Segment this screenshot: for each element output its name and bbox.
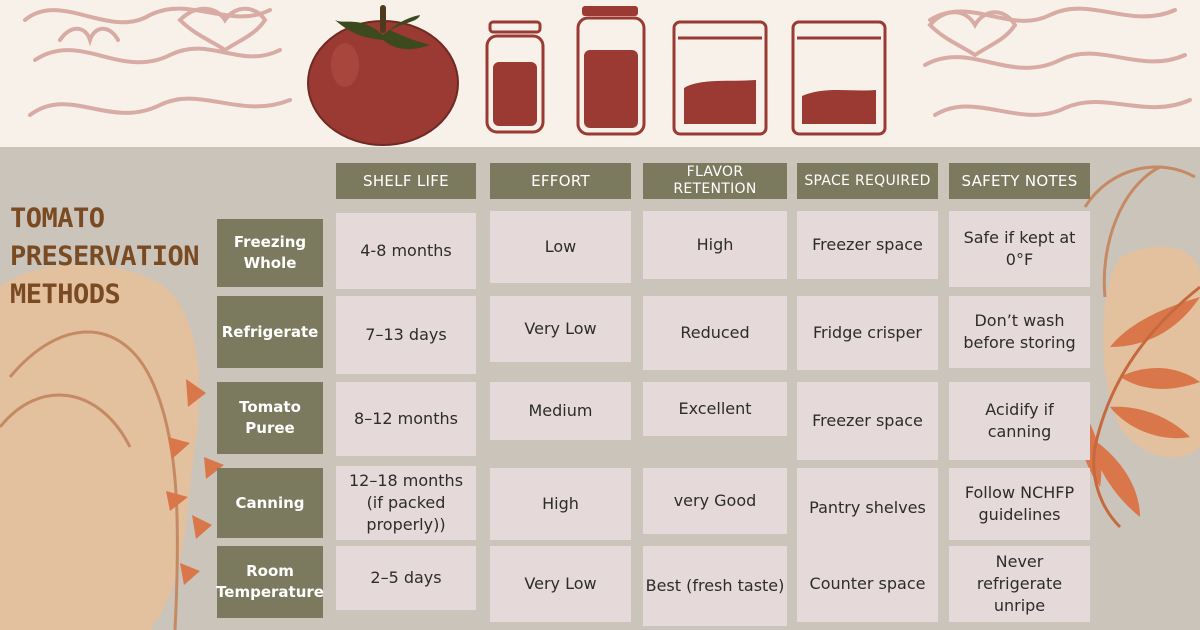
right-swirl-decoration [923,6,1192,117]
cell-effort: High [490,468,631,540]
cell-flavor-retention: Excellent [643,382,787,436]
cell-space-required: Counter space [797,546,938,622]
cell-safety-notes: Don’t wash before storing [949,296,1090,368]
title-line-1: TOMATO [10,203,105,234]
header-effort: EFFORT [490,163,631,199]
cell-effort: Very Low [490,546,631,622]
cell-shelf-life: 12–18 months (if packed properly)) [336,466,476,540]
row-label-freezing-whole: Freezing Whole [217,219,323,287]
cell-shelf-life: 2–5 days [336,546,476,610]
cell-flavor-retention: very Good [643,468,787,534]
cell-space-required: Fridge crisper [797,296,938,370]
cell-flavor-retention: Best (fresh taste) [643,546,787,626]
cell-space-required: Freezer space [797,211,938,279]
title-line-3: METHODS [10,279,121,310]
left-swirl-decoration [23,6,292,117]
cell-space-required: Freezer space [797,382,938,460]
tomato-icon [307,5,459,146]
page-title: TOMATO PRESERVATION METHODS [10,200,200,314]
cell-effort: Very Low [490,296,631,362]
small-jar-icon [485,20,545,134]
row-label-tomato-puree: Tomato Puree [217,382,323,454]
cell-flavor-retention: High [643,211,787,279]
cell-safety-notes: Safe if kept at 0°F [949,211,1090,287]
header-flavor-retention: FLAVOR RETENTION [643,163,787,199]
cell-safety-notes: Never refrigerate unripe [949,546,1090,622]
title-line-2: PRESERVATION [10,241,200,272]
cell-shelf-life: 4-8 months [336,213,476,289]
cell-shelf-life: 8–12 months [336,382,476,456]
illustration-banner [0,0,1200,147]
header-safety-notes: SAFETY NOTES [949,163,1090,199]
large-jar-icon [576,6,646,136]
banner-art [23,5,1192,146]
freezer-bag-icon-2 [791,20,887,136]
cell-shelf-life: 7–13 days [336,296,476,374]
freezer-bag-icon [672,20,768,136]
cell-effort: Medium [490,382,631,440]
header-space-required: SPACE REQUIRED [797,163,938,199]
row-label-refrigerate: Refrigerate [217,296,323,368]
cell-safety-notes: Acidify if canning [949,382,1090,460]
cell-flavor-retention: Reduced [643,296,787,370]
cell-effort: Low [490,211,631,283]
header-shelf-life: SHELF LIFE [336,163,476,199]
cell-safety-notes: Follow NCHFP guidelines [949,468,1090,540]
cell-space-required: Pantry shelves [797,468,938,548]
row-label-room-temperature: Room Temperature [216,546,324,618]
row-label-canning: Canning [217,468,323,538]
background-decoration [0,165,1200,630]
